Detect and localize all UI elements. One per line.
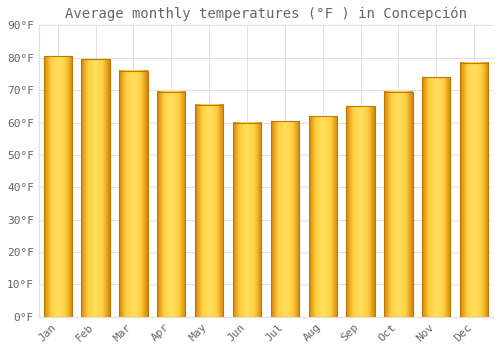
Bar [119, 71, 148, 317]
Bar [384, 92, 412, 317]
Bar [195, 105, 224, 317]
Bar [233, 122, 261, 317]
Bar [270, 121, 299, 317]
Bar [346, 106, 375, 317]
Bar [308, 116, 337, 317]
Bar [82, 60, 110, 317]
Bar [422, 77, 450, 317]
Title: Average monthly temperatures (°F ) in Concepción: Average monthly temperatures (°F ) in Co… [65, 7, 467, 21]
Bar [44, 56, 72, 317]
Bar [460, 63, 488, 317]
Bar [157, 92, 186, 317]
